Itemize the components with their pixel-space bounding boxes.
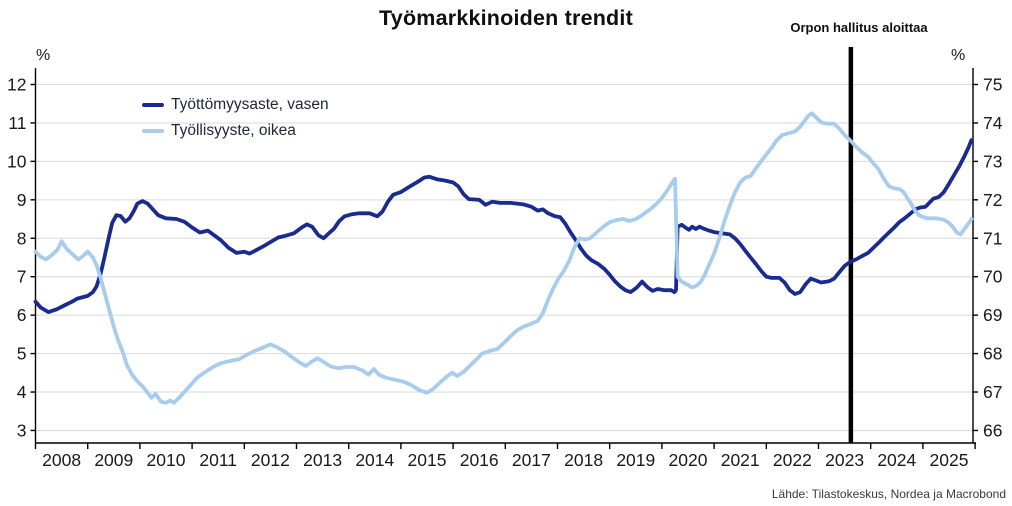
right-axis-unit-label: % — [951, 47, 966, 64]
left-tick-label: 8 — [17, 228, 27, 248]
x-tick-label: 2022 — [773, 450, 812, 470]
x-tick-label: 2008 — [42, 450, 81, 470]
left-tick-label: 11 — [8, 113, 26, 133]
right-tick-label: 75 — [983, 75, 1002, 95]
right-tick-label: 74 — [983, 113, 1003, 133]
event-annotation-label: Orpon hallitus aloittaa — [790, 20, 928, 35]
employment-line — [33, 111, 974, 405]
right-tick-label: 71 — [983, 228, 1002, 248]
right-tick-label: 70 — [983, 267, 1003, 287]
right-tick-label: 68 — [983, 344, 1002, 364]
left-tick-label: 10 — [7, 151, 27, 171]
left-tick-label: 3 — [17, 420, 27, 440]
left-tick-label: 9 — [17, 190, 27, 210]
legend-label-unemployment: Työttömyysaste, vasen — [171, 96, 329, 113]
right-tick-label: 69 — [983, 305, 1002, 325]
x-tick-label: 2010 — [147, 450, 186, 470]
left-tick-label: 4 — [17, 382, 27, 402]
right-tick-label: 67 — [983, 382, 1002, 402]
left-tick-label: 6 — [17, 305, 27, 325]
right-tick-label: 66 — [983, 420, 1002, 440]
employment-line-swatch — [142, 129, 164, 133]
x-tick-label: 2014 — [355, 450, 394, 470]
x-tick-label: 2013 — [303, 450, 342, 470]
right-tick-label: 72 — [983, 190, 1002, 210]
x-tick-label: 2021 — [721, 450, 760, 470]
unemployment-line-swatch — [142, 103, 164, 107]
unemployment-line — [33, 138, 974, 315]
x-tick-label: 2025 — [930, 450, 969, 470]
x-tick-label: 2024 — [877, 450, 916, 470]
x-tick-label: 2011 — [199, 450, 237, 470]
x-tick-label: 2016 — [460, 450, 499, 470]
x-tick-label: 2020 — [669, 450, 708, 470]
x-tick-label: 2009 — [94, 450, 133, 470]
legend-label-employment: Työllisyyste, oikea — [171, 122, 296, 139]
x-tick-label: 2019 — [616, 450, 655, 470]
legend-item-employment: Työllisyyste, oikea — [142, 118, 329, 144]
source-attribution: Lähde: Tilastokeskus, Nordea ja Macrobon… — [771, 487, 1006, 501]
left-tick-label: 5 — [17, 344, 27, 364]
left-axis-unit-label: % — [36, 47, 51, 64]
x-tick-label: 2012 — [251, 450, 290, 470]
left-tick-label: 7 — [17, 267, 27, 287]
x-tick-label: 2015 — [408, 450, 447, 470]
x-tick-label: 2023 — [825, 450, 864, 470]
right-tick-label: 73 — [983, 151, 1002, 171]
chart-title: Työmarkkinoiden trendit — [379, 6, 633, 30]
left-tick-label: 12 — [7, 75, 26, 95]
x-tick-label: 2018 — [564, 450, 603, 470]
legend: Työttömyysaste, vasen Työllisyyste, oike… — [142, 92, 329, 144]
legend-item-unemployment: Työttömyysaste, vasen — [142, 92, 329, 118]
x-tick-label: 2017 — [512, 450, 551, 470]
